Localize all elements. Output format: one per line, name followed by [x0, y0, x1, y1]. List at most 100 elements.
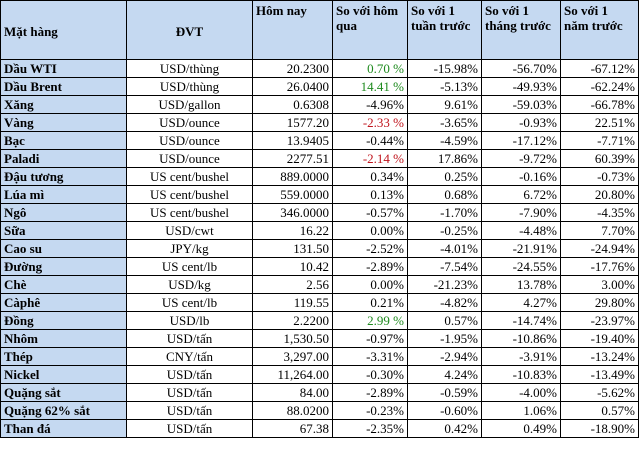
commodity-name: Đồng — [0, 311, 127, 330]
price-today: 559.0000 — [252, 185, 333, 204]
change-vs-yesterday: 0.00% — [332, 221, 408, 240]
commodity-name: Đường — [0, 257, 127, 276]
change-vs-yesterday: -0.30% — [332, 365, 408, 384]
change-vs-yesterday: 0.00% — [332, 275, 408, 294]
change-vs-week: -0.60% — [407, 401, 482, 420]
commodity-name: Vàng — [0, 113, 127, 132]
unit-cell: USD/tấn — [126, 365, 253, 384]
price-today: 26.0400 — [252, 77, 333, 96]
change-vs-week: -4.82% — [407, 293, 482, 312]
header-vs-year: So với 1 năm trước — [560, 0, 639, 60]
unit-cell: USD/ounce — [126, 113, 253, 132]
change-vs-yesterday: 0.70 % — [332, 59, 408, 78]
commodity-name: Dầu Brent — [0, 77, 127, 96]
price-today: 67.38 — [252, 419, 333, 438]
commodity-name: Paladi — [0, 149, 127, 168]
table-body: Dầu WTI USD/thùng 20.2300 0.70 % -15.98% -56.… — [0, 59, 639, 438]
price-today: 16.22 — [252, 221, 333, 240]
change-vs-week: -0.59% — [407, 383, 482, 402]
unit-cell: USD/cwt — [126, 221, 253, 240]
table-row: Chè USD/kg 2.56 0.00% -21.23% 13.78% 3.00% — [0, 275, 639, 294]
change-vs-year: 0.57% — [560, 401, 639, 420]
price-today: 84.00 — [252, 383, 333, 402]
change-vs-yesterday: 0.13% — [332, 185, 408, 204]
change-vs-year: -5.62% — [560, 383, 639, 402]
table-row: Dầu Brent USD/thùng 26.0400 14.41 % -5.13% -4… — [0, 77, 639, 96]
unit-cell: USD/tấn — [126, 329, 253, 348]
change-vs-yesterday: -0.44% — [332, 131, 408, 150]
change-vs-week: -1.70% — [407, 203, 482, 222]
price-today: 1577.20 — [252, 113, 333, 132]
price-today: 119.55 — [252, 293, 333, 312]
price-today: 11,264.00 — [252, 365, 333, 384]
commodity-name: Bạc — [0, 131, 127, 150]
price-today: 346.0000 — [252, 203, 333, 222]
unit-cell: USD/kg — [126, 275, 253, 294]
change-vs-month: -24.55% — [481, 257, 561, 276]
change-vs-yesterday: -2.89% — [332, 257, 408, 276]
change-vs-week: 17.86% — [407, 149, 482, 168]
change-vs-year: -66.78% — [560, 95, 639, 114]
price-today: 10.42 — [252, 257, 333, 276]
unit-cell: USD/thùng — [126, 59, 253, 78]
change-vs-year: 7.70% — [560, 221, 639, 240]
change-vs-yesterday: 2.99 % — [332, 311, 408, 330]
commodity-name: Cao su — [0, 239, 127, 258]
unit-cell: US cent/bushel — [126, 203, 253, 222]
change-vs-month: -9.72% — [481, 149, 561, 168]
unit-cell: USD/tấn — [126, 419, 253, 438]
change-vs-year: -23.97% — [560, 311, 639, 330]
unit-cell: USD/tấn — [126, 383, 253, 402]
change-vs-yesterday: -2.52% — [332, 239, 408, 258]
commodity-name: Nickel — [0, 365, 127, 384]
change-vs-week: -5.13% — [407, 77, 482, 96]
commodity-name: Càphê — [0, 293, 127, 312]
table-row: Đậu tương US cent/bushel 889.0000 0.34% 0.25… — [0, 167, 639, 186]
change-vs-year: 20.80% — [560, 185, 639, 204]
unit-cell: US cent/lb — [126, 257, 253, 276]
change-vs-year: 22.51% — [560, 113, 639, 132]
change-vs-week: -21.23% — [407, 275, 482, 294]
table-row: Quặng 62% sắt USD/tấn 88.0200 -0.23% -0.60% 1… — [0, 401, 639, 420]
change-vs-yesterday: -2.35% — [332, 419, 408, 438]
commodity-name: Xăng — [0, 95, 127, 114]
table-row: Sữa USD/cwt 16.22 0.00% -0.25% -4.48% 7.70% — [0, 221, 639, 240]
price-today: 3,297.00 — [252, 347, 333, 366]
change-vs-yesterday: -4.96% — [332, 95, 408, 114]
table-row: Bạc USD/ounce 13.9405 -0.44% -4.59% -17.12% -7… — [0, 131, 639, 150]
change-vs-year: 60.39% — [560, 149, 639, 168]
change-vs-year: -17.76% — [560, 257, 639, 276]
commodity-name: Ngô — [0, 203, 127, 222]
table-row: Vàng USD/ounce 1577.20 -2.33 % -3.65% -0.93% 2… — [0, 113, 639, 132]
change-vs-month: -0.93% — [481, 113, 561, 132]
change-vs-month: -10.83% — [481, 365, 561, 384]
change-vs-year: 29.80% — [560, 293, 639, 312]
table-row: Xăng USD/gallon 0.6308 -4.96% 9.61% -59.03% -6… — [0, 95, 639, 114]
table-row: Nickel USD/tấn 11,264.00 -0.30% 4.24% -10.83%… — [0, 365, 639, 384]
change-vs-week: -3.65% — [407, 113, 482, 132]
price-today: 20.2300 — [252, 59, 333, 78]
commodity-name: Quặng 62% sắt — [0, 401, 127, 420]
table-row: Paladi USD/ounce 2277.51 -2.14 % 17.86% -9.72… — [0, 149, 639, 168]
change-vs-month: -7.90% — [481, 203, 561, 222]
change-vs-week: 9.61% — [407, 95, 482, 114]
price-today: 2277.51 — [252, 149, 333, 168]
unit-cell: USD/tấn — [126, 401, 253, 420]
header-vs-yesterday: So với hôm qua — [332, 0, 408, 60]
change-vs-month: -10.86% — [481, 329, 561, 348]
change-vs-yesterday: 14.41 % — [332, 77, 408, 96]
change-vs-week: 4.24% — [407, 365, 482, 384]
table-row: Than đá USD/tấn 67.38 -2.35% 0.42% 0.49% -18.9… — [0, 419, 639, 438]
change-vs-year: -19.40% — [560, 329, 639, 348]
change-vs-week: 0.42% — [407, 419, 482, 438]
change-vs-month: -56.70% — [481, 59, 561, 78]
table-row: Cao su JPY/kg 131.50 -2.52% -4.01% -21.91% -24… — [0, 239, 639, 258]
change-vs-year: -18.90% — [560, 419, 639, 438]
unit-cell: USD/thùng — [126, 77, 253, 96]
unit-cell: US cent/bushel — [126, 185, 253, 204]
commodity-name: Than đá — [0, 419, 127, 438]
change-vs-week: -4.59% — [407, 131, 482, 150]
change-vs-yesterday: -3.31% — [332, 347, 408, 366]
change-vs-month: -14.74% — [481, 311, 561, 330]
change-vs-year: -13.24% — [560, 347, 639, 366]
